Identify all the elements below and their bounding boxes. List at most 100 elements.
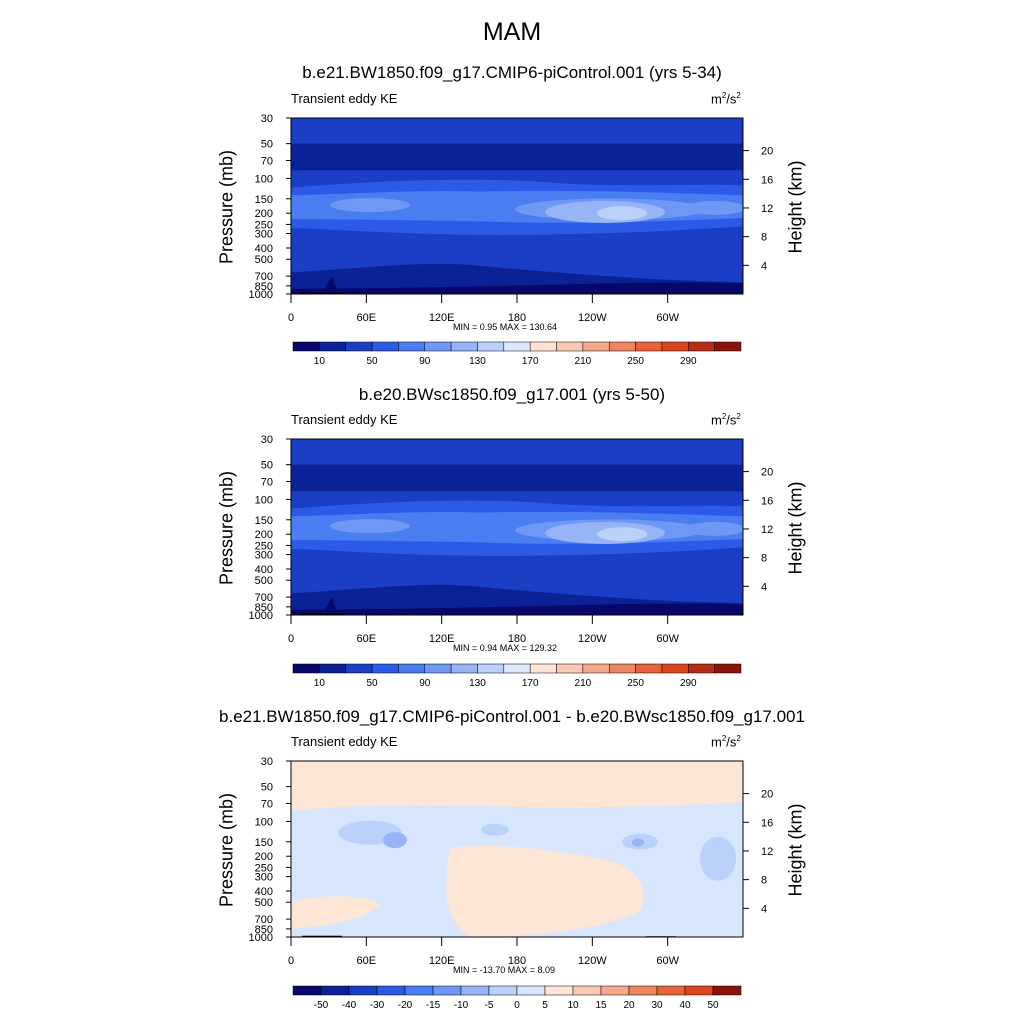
colorbar-swatch	[529, 663, 557, 674]
panel-2-units: m2/s2	[711, 412, 741, 428]
y-tick-label: 700	[255, 592, 273, 604]
ke-jet-peak	[597, 206, 647, 221]
y-tick-label: 700	[255, 914, 273, 926]
y-tick-label: 500	[255, 254, 273, 266]
colorbar-swatch	[608, 663, 636, 674]
y-tick-label: 50	[261, 139, 273, 151]
colorbar-label: 10	[567, 1000, 579, 1011]
height-tick-label: 20	[761, 789, 773, 801]
y-tick-label: 500	[255, 575, 273, 587]
panel-1-contours	[291, 118, 743, 294]
x-tick-label: 0	[288, 312, 294, 324]
panel-3-variable-label: Transient eddy KE	[291, 734, 398, 749]
x-tick-label: 120W	[578, 312, 607, 324]
x-tick-label: 120E	[429, 955, 455, 967]
colorbar-swatch	[544, 985, 574, 996]
panel-3-stats: MIN = -13.70 MAX = 8.09	[453, 965, 556, 975]
colorbar-label: 20	[623, 1000, 635, 1011]
colorbar-swatch	[582, 663, 610, 674]
colorbar-swatch	[477, 341, 505, 352]
y-tick-label: 150	[255, 515, 273, 527]
y-tick-label: 50	[261, 460, 273, 472]
x-tick-label: 60E	[357, 633, 377, 645]
panel-3-field	[291, 761, 743, 937]
height-tick-label: 12	[761, 524, 773, 536]
colorbar-label: -30	[370, 1000, 385, 1011]
panel-1-field	[291, 118, 743, 294]
colorbar-label: 0	[514, 1000, 520, 1011]
diff-band-west-positive	[291, 896, 380, 929]
colorbar-label: 10	[314, 678, 326, 689]
x-tick-label: 60W	[656, 955, 679, 967]
y-tick-label: 250	[255, 219, 273, 231]
ke-jet-core-atlantic	[685, 200, 743, 215]
colorbar-swatch	[635, 663, 663, 674]
colorbar-swatch	[292, 985, 322, 996]
colorbar-swatch	[345, 341, 373, 352]
y-tick-label: 70	[261, 477, 273, 489]
colorbar-swatch	[556, 663, 584, 674]
colorbar-swatch	[503, 341, 531, 352]
height-tick-label: 20	[761, 467, 773, 479]
panel-3-title: b.e21.BW1850.f09_g17.CMIP6-piControl.001…	[219, 707, 805, 726]
height-tick-label: 8	[761, 875, 767, 887]
ke-jet-peak	[597, 527, 647, 542]
y-tick-label: 850	[255, 281, 273, 293]
y-tick-label: 250	[255, 862, 273, 874]
colorbar-swatch	[684, 985, 714, 996]
panel-3-contours	[291, 761, 743, 937]
colorbar-label: 50	[366, 356, 378, 367]
y-tick-label: 70	[261, 156, 273, 168]
y-tick-label: 50	[261, 782, 273, 794]
colorbar-swatch	[398, 663, 426, 674]
y-tick-label: 250	[255, 540, 273, 552]
y-tick-label: 1000	[249, 610, 273, 622]
y-tick-label: 30	[261, 434, 273, 446]
height-tick-label: 8	[761, 553, 767, 565]
y-tick-label: 1000	[249, 932, 273, 944]
panel-2-field	[291, 439, 743, 615]
y-tick-label: 400	[255, 243, 273, 255]
colorbar-swatch	[712, 985, 742, 996]
x-tick-label: 60E	[357, 312, 377, 324]
height-tick-label: 4	[761, 581, 767, 593]
colorbar-label: 5	[542, 1000, 548, 1011]
colorbar-label: 50	[707, 1000, 719, 1011]
diff-negative-atlantic	[700, 836, 736, 881]
colorbar-label: -40	[342, 1000, 357, 1011]
colorbar-label: -15	[426, 1000, 441, 1011]
panel-1-stats: MIN = 0.95 MAX = 130.64	[453, 322, 558, 332]
colorbar-swatch	[292, 663, 320, 674]
colorbar-label: -10	[454, 1000, 469, 1011]
ke-band-surface	[291, 603, 743, 615]
height-tick-label: 4	[761, 903, 767, 915]
panel-2-title: b.e20.BWsc1850.f09_g17.001 (yrs 5-50)	[358, 385, 666, 404]
colorbar-label: -20	[398, 1000, 413, 1011]
height-tick-label: 16	[761, 817, 773, 829]
panel-3-ylabel-right: Height (km)	[785, 803, 806, 897]
colorbar-swatch	[661, 341, 689, 352]
diff-band-upper-positive	[291, 761, 743, 811]
colorbar-swatch	[608, 341, 636, 352]
colorbar-label: 30	[651, 1000, 663, 1011]
diff-negative-dateline	[481, 823, 509, 836]
height-tick-label: 4	[761, 260, 767, 272]
ke-band-surface	[291, 282, 743, 294]
colorbar-label: 290	[680, 356, 697, 367]
x-tick-label: 120E	[429, 312, 455, 324]
y-tick-label: 70	[261, 799, 273, 811]
panel-3-ylabel: Pressure (mb)	[216, 792, 237, 908]
ke-band-low-strat	[291, 464, 743, 492]
colorbar-swatch	[432, 985, 462, 996]
y-tick-label: 200	[255, 529, 273, 541]
colorbar-label: -5	[485, 1000, 494, 1011]
colorbar-swatch	[661, 663, 689, 674]
y-tick-label: 200	[255, 208, 273, 220]
colorbar-swatch	[477, 663, 505, 674]
x-tick-label: 120W	[578, 633, 607, 645]
topography-bar	[300, 292, 344, 294]
colorbar-label: 90	[419, 678, 431, 689]
x-tick-label: 0	[288, 633, 294, 645]
y-tick-label: 150	[255, 194, 273, 206]
